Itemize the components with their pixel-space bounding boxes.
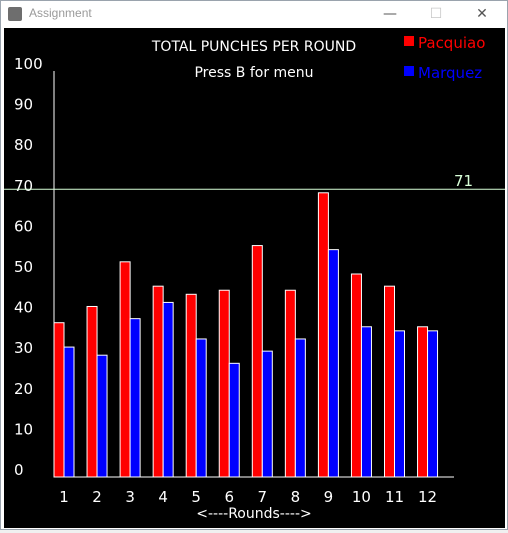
bar-pacquiao-round-2 — [86, 305, 98, 478]
chart-title: TOTAL PUNCHES PER ROUND — [151, 39, 356, 55]
bar-marquez-round-10 — [360, 326, 372, 478]
y-tick-label: 80 — [14, 136, 33, 154]
x-tick-label: 2 — [92, 488, 102, 506]
bar-pacquiao-round-1 — [53, 322, 65, 478]
legend-swatch-marquez — [404, 66, 414, 76]
bar-pacquiao-round-4 — [152, 285, 164, 478]
bar-pacquiao-round-11 — [384, 285, 395, 478]
x-tick-label: 5 — [191, 488, 201, 506]
x-tick-label: 12 — [418, 488, 437, 506]
chart-canvas: 0 10 20 30 40 50 60 70 80 90 100 1 2 3 4 5 6 7 8 9 10 11 12 7… — [4, 28, 505, 528]
y-tick-labels: 0 10 20 30 40 50 60 70 80 90 100 — [14, 55, 43, 479]
bar-pacquiao-round-10 — [350, 273, 362, 478]
y-tick-label: 100 — [14, 55, 43, 73]
bar-marquez-round-9 — [327, 249, 339, 478]
x-tick-label: 9 — [324, 488, 334, 506]
legend-label-pacquiao: Pacquiao — [418, 34, 485, 52]
minimize-button[interactable]: — — [383, 6, 397, 22]
y-tick-label: 60 — [14, 217, 33, 235]
window-title: Assignment — [29, 6, 92, 20]
bar-pacquiao-round-5 — [185, 293, 197, 478]
x-tick-label: 1 — [59, 488, 69, 506]
bar-marquez-round-4 — [162, 301, 174, 478]
x-tick-label: 8 — [291, 488, 301, 506]
bar-marquez-round-5 — [195, 338, 207, 478]
y-tick-label: 0 — [14, 461, 24, 479]
bar-pacquiao-round-6 — [218, 289, 230, 478]
y-tick-label: 70 — [14, 177, 33, 195]
legend: Pacquiao Marquez — [404, 34, 485, 82]
bar-pacquiao-round-3 — [119, 261, 131, 478]
x-tick-label: 6 — [224, 488, 234, 506]
title-bar[interactable]: Assignment — ☐ ✕ — [1, 1, 507, 27]
bar-marquez-round-8 — [294, 338, 306, 478]
bar-marquez-round-6 — [228, 362, 240, 478]
bar-marquez-round-7 — [261, 350, 273, 478]
legend-swatch-pacquiao — [404, 36, 414, 46]
java-app-icon — [8, 7, 22, 21]
x-tick-label: 3 — [125, 488, 135, 506]
bars-layer — [53, 192, 439, 478]
y-tick-label: 50 — [14, 258, 33, 276]
y-tick-label: 40 — [14, 299, 33, 317]
bar-marquez-round-3 — [129, 318, 141, 478]
chart-subtitle: Press B for menu — [194, 65, 313, 81]
maximize-button[interactable]: ☐ — [429, 6, 443, 22]
bar-marquez-round-2 — [96, 354, 108, 478]
reference-line-label: 71 — [454, 172, 473, 190]
x-tick-label: 11 — [385, 488, 404, 506]
y-tick-label: 20 — [14, 380, 33, 398]
y-tick-label: 10 — [14, 420, 33, 438]
bar-marquez-round-11 — [394, 330, 405, 478]
y-tick-label: 90 — [14, 96, 33, 114]
x-axis-label: <----Rounds----> — [196, 506, 311, 522]
x-tick-labels: 1 2 3 4 5 6 7 8 9 10 11 12 — [59, 488, 437, 506]
bar-pacquiao-round-12 — [417, 326, 429, 478]
bar-marquez-round-12 — [427, 330, 439, 478]
close-button[interactable]: ✕ — [476, 6, 488, 22]
bar-pacquiao-round-9 — [317, 192, 329, 478]
legend-label-marquez: Marquez — [418, 64, 482, 82]
bar-pacquiao-round-8 — [284, 289, 296, 478]
x-tick-label: 10 — [352, 488, 371, 506]
bar-marquez-round-1 — [63, 346, 75, 478]
x-tick-label: 4 — [158, 488, 168, 506]
y-tick-label: 30 — [14, 339, 33, 357]
bar-pacquiao-round-7 — [251, 245, 263, 478]
x-tick-label: 7 — [258, 488, 268, 506]
